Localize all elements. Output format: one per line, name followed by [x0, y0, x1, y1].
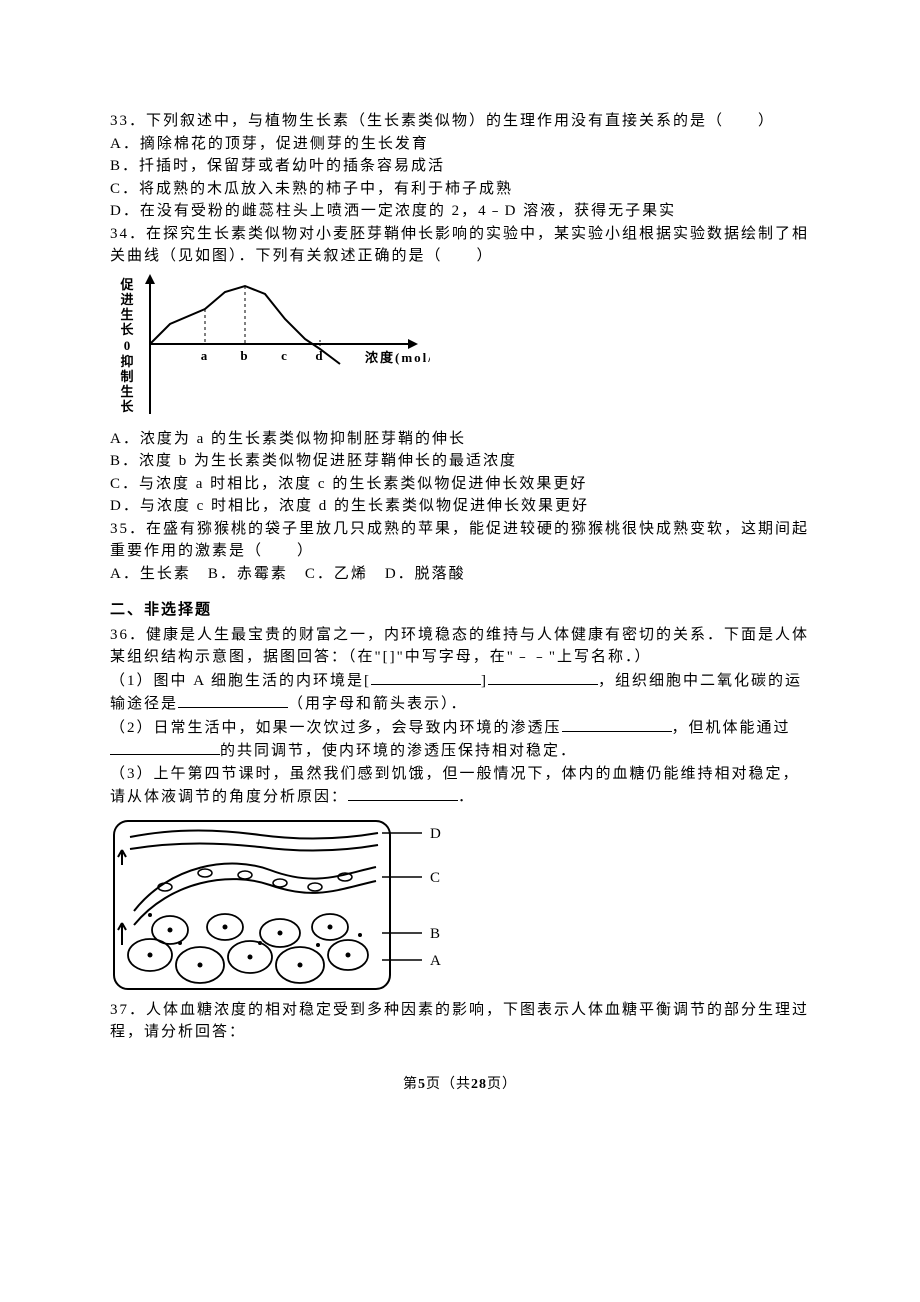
q34-chart: abcd促进生长0抑制生长浓度(mol/L) [110, 274, 810, 424]
q36-part1: （1）图中 A 细胞生活的内环境是[]，组织细胞中二氧化碳的运输途径是（用字母和… [110, 669, 810, 716]
q33-opt-c: C．将成熟的木瓜放入未熟的柿子中，有利于柿子成熟 [110, 178, 810, 201]
q34-opt-b: B．浓度 b 为生长素类似物促进胚芽鞘伸长的最适浓度 [110, 450, 810, 473]
q36-diagram: D C BA [110, 815, 810, 995]
blank [371, 669, 481, 685]
q36-p2b: ，但机体能通过 [672, 720, 791, 736]
svg-text:生: 生 [120, 307, 135, 322]
svg-text:进: 进 [120, 292, 135, 307]
svg-text:b: b [240, 348, 249, 363]
q34-opt-d: D．与浓度 c 时相比，浓度 d 的生长素类似物促进伸长效果更好 [110, 495, 810, 518]
svg-text:长: 长 [120, 322, 135, 337]
q33-opt-b: B．扦插时，保留芽或者幼叶的插条容易成活 [110, 155, 810, 178]
q36-p2a: （2）日常生活中，如果一次饮过多，会导致内环境的渗透压 [110, 720, 562, 736]
q36-p3b: ． [458, 789, 475, 805]
q36-p1a: （1）图中 A 细胞生活的内环境是[ [110, 673, 371, 689]
q36-part3: （3）上午第四节课时，虽然我们感到饥饿，但一般情况下，体内的血糖仍能维持相对稳定… [110, 763, 810, 809]
blank [562, 716, 672, 732]
page-body: 33．下列叙述中，与植物生长素（生长素类似物）的生理作用没有直接关系的是（ ） … [0, 0, 920, 1135]
svg-text:D: D [430, 826, 443, 842]
q33-stem: 33．下列叙述中，与植物生长素（生长素类似物）的生理作用没有直接关系的是（ ） [110, 110, 810, 133]
footer-total: 28 [471, 1077, 487, 1092]
q33-opt-a: A．摘除棉花的顶芽，促进侧芽的生长发育 [110, 133, 810, 156]
q36-p1b: ] [481, 673, 488, 689]
svg-text:d: d [315, 348, 324, 363]
svg-text:促: 促 [119, 277, 135, 292]
svg-text:c: c [281, 348, 289, 363]
blank [178, 692, 288, 708]
footer-suffix: 页） [487, 1077, 517, 1092]
q36-p1d: （用字母和箭头表示）． [288, 696, 468, 712]
q34-stem: 34．在探究生长素类似物对小麦胚芽鞘伸长影响的实验中，某实验小组根据实验数据绘制… [110, 223, 810, 268]
q36-stem: 36．健康是人生最宝贵的财富之一，内环境稳态的维持与人体健康有密切的关系．下面是… [110, 624, 810, 669]
section2-title: 二、非选择题 [110, 599, 810, 622]
svg-text:A: A [430, 953, 443, 969]
svg-text:生: 生 [120, 384, 135, 399]
svg-text:浓度(mol/L): 浓度(mol/L) [365, 350, 430, 365]
blank [488, 669, 598, 685]
q34-chart-svg: abcd促进生长0抑制生长浓度(mol/L) [110, 274, 430, 424]
footer-page: 5 [418, 1077, 426, 1092]
svg-text:C: C [430, 870, 442, 886]
svg-text:a: a [201, 348, 210, 363]
svg-text:0: 0 [124, 338, 133, 353]
q36-diagram-svg: D C BA [110, 815, 450, 995]
svg-text:制: 制 [120, 369, 135, 384]
svg-text:B: B [430, 926, 442, 942]
q34-opt-c: C．与浓度 a 时相比，浓度 c 的生长素类似物促进伸长效果更好 [110, 473, 810, 496]
footer-mid: 页（共 [426, 1077, 471, 1092]
q36-p2c: 的共同调节，使内环境的渗透压保持相对稳定． [220, 743, 577, 759]
blank [110, 739, 220, 755]
q33-opt-d: D．在没有受粉的雌蕊柱头上喷洒一定浓度的 2，4﹣D 溶液，获得无子果实 [110, 200, 810, 223]
q34-opt-a: A．浓度为 a 的生长素类似物抑制胚芽鞘的伸长 [110, 428, 810, 451]
footer-prefix: 第 [403, 1077, 418, 1092]
page-footer: 第5页（共28页） [110, 1074, 810, 1095]
q36-part2: （2）日常生活中，如果一次饮过多，会导致内环境的渗透压 ，但机体能通过的共同调节，… [110, 716, 810, 763]
svg-text:抑: 抑 [120, 354, 135, 369]
blank [348, 785, 458, 801]
q35-options: A．生长素 B．赤霉素 C．乙烯 D．脱落酸 [110, 563, 810, 586]
q35-stem: 35．在盛有猕猴桃的袋子里放几只成熟的苹果，能促进较硬的猕猴桃很快成熟变软，这期… [110, 518, 810, 563]
svg-text:长: 长 [120, 399, 135, 414]
q37-stem: 37．人体血糖浓度的相对稳定受到多种因素的影响，下图表示人体血糖平衡调节的部分生… [110, 999, 810, 1044]
